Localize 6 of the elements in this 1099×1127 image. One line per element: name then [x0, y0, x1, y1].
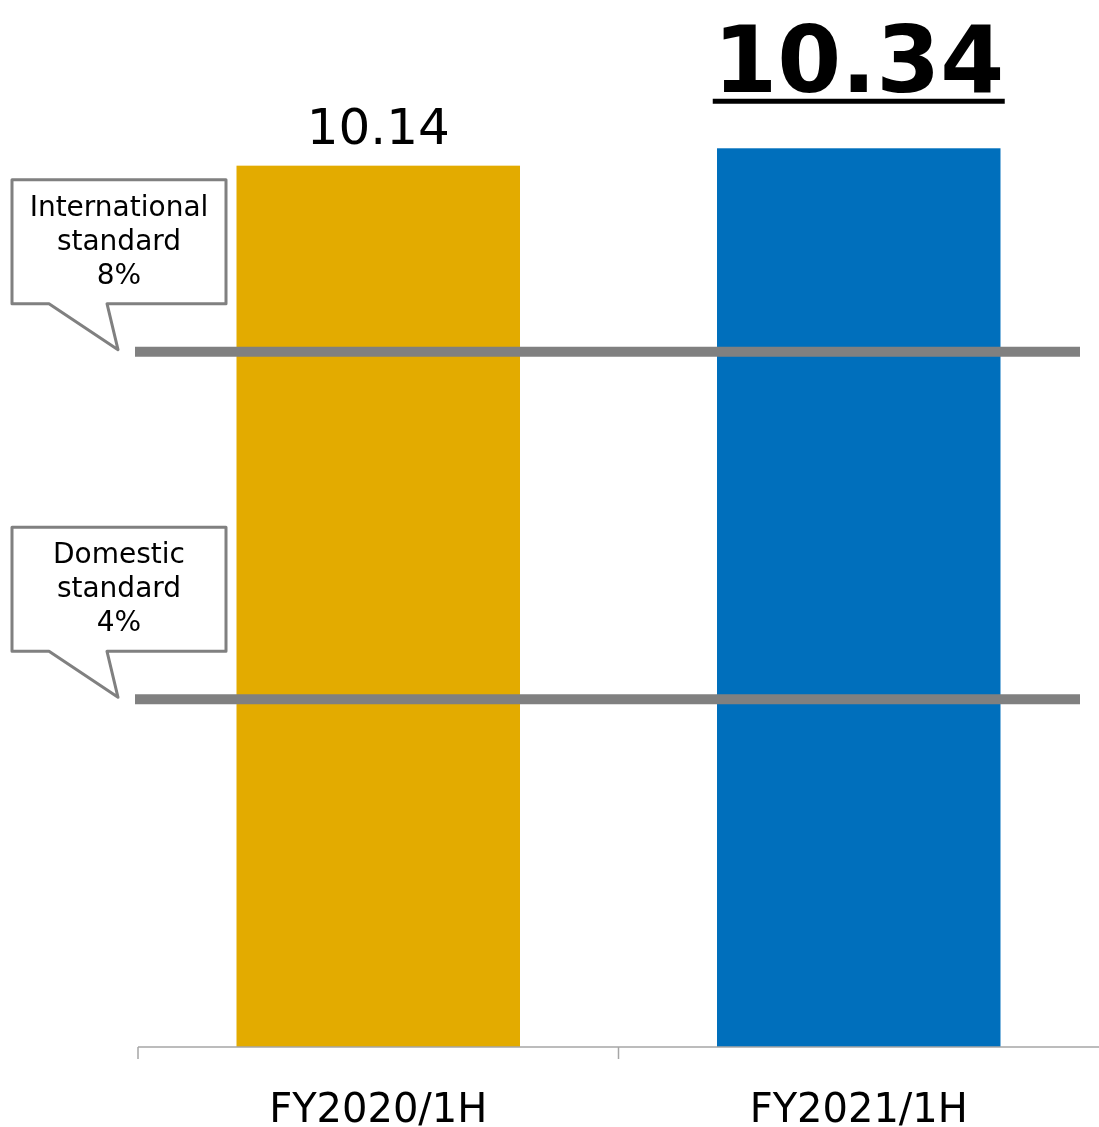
ref-line-label: Domestic standard 4% — [53, 537, 185, 639]
data-label: 10.34 — [713, 7, 1005, 115]
data-label: 10.14 — [306, 97, 450, 156]
ref-line-label: International standard 8% — [29, 189, 209, 291]
x-tick-label: FY2021/1H — [749, 1085, 968, 1127]
x-tick-label: FY2020/1H — [269, 1085, 488, 1127]
